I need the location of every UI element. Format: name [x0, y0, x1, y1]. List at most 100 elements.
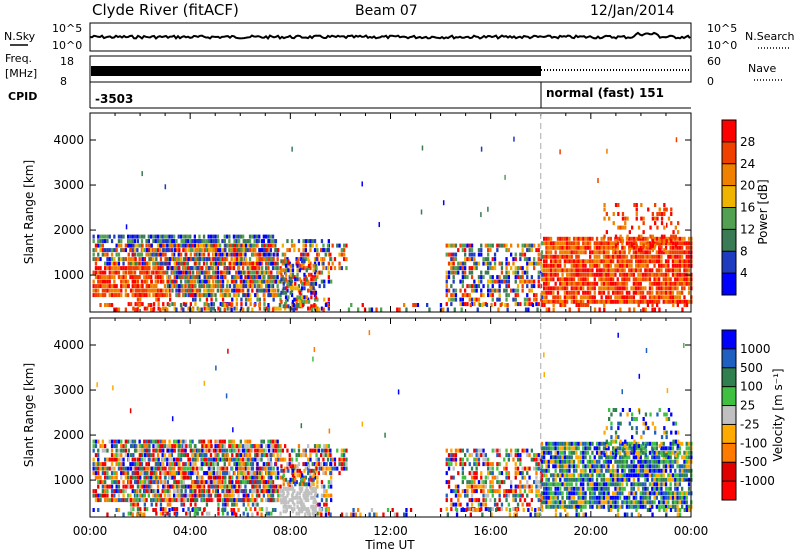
heatmap-cell [320, 466, 324, 471]
heatmap-cell [651, 303, 654, 307]
heatmap-cell [301, 504, 304, 509]
heatmap-cell [265, 462, 268, 467]
heatmap-cell [146, 306, 149, 311]
heatmap-cell [468, 453, 471, 458]
heatmap-cell [676, 295, 679, 300]
heatmap-cell [247, 279, 250, 284]
heatmap-cell [210, 266, 213, 271]
heatmap-cell [563, 290, 566, 295]
heatmap-cell [487, 248, 490, 253]
heatmap-cell [291, 146, 293, 152]
heatmap-cell [140, 453, 144, 458]
heatmap-cell [117, 252, 121, 257]
heatmap-cell [187, 284, 190, 289]
heatmap-cell [566, 241, 569, 246]
heatmap-cell [660, 212, 664, 216]
heatmap-cell [235, 462, 238, 467]
heatmap-cell [491, 466, 494, 471]
heatmap-cell [566, 281, 569, 286]
heatmap-cell [143, 448, 146, 453]
heatmap-cell [189, 266, 192, 271]
heatmap-cell [595, 263, 599, 268]
heatmap-cell [129, 439, 132, 444]
heatmap-cell [685, 277, 688, 282]
heatmap-cell [623, 250, 626, 255]
heatmap-cell [639, 254, 642, 259]
heatmap-cell [290, 279, 294, 284]
heatmap-cell [598, 259, 601, 264]
heatmap-cell [280, 468, 283, 473]
heatmap-cell [619, 239, 622, 244]
heatmap-cell [552, 290, 555, 295]
heatmap-cell [262, 462, 265, 467]
heatmap-cell [178, 284, 181, 289]
heatmap-cell [290, 448, 294, 453]
heatmap-cell [256, 261, 259, 266]
heatmap-cell [173, 457, 176, 462]
heatmap-cell [281, 475, 284, 480]
heatmap-cell [115, 462, 118, 467]
heatmap-cell [635, 254, 638, 259]
heatmap-cell [523, 257, 527, 262]
heatmap-cell [205, 257, 209, 262]
heatmap-cell [235, 302, 238, 307]
heatmap-cell [589, 290, 592, 295]
heatmap-cell [132, 257, 135, 262]
heatmap-cell [150, 475, 153, 480]
heatmap-cell [117, 239, 121, 244]
heatmap-cell [205, 284, 209, 289]
heatmap-cell [101, 484, 104, 489]
heatmap-cell [281, 243, 284, 248]
heatmap-cell [214, 439, 217, 444]
heatmap-cell [210, 498, 213, 503]
heatmap-cell [251, 243, 255, 248]
heatmap-cell [201, 475, 204, 480]
heatmap-cell [141, 493, 144, 498]
heatmap-cell [260, 480, 263, 485]
heatmap-cell [265, 453, 268, 458]
heatmap-cell [179, 439, 183, 444]
heatmap-cell [117, 466, 121, 471]
heatmap-cell [322, 266, 325, 271]
heatmap-cell [566, 277, 569, 282]
heatmap-cell [297, 297, 301, 302]
heatmap-cell [267, 288, 271, 293]
heatmap-cell [168, 457, 171, 462]
heatmap-cell [614, 236, 617, 241]
heatmap-cell [477, 284, 481, 289]
heatmap-cell [120, 284, 123, 289]
heatmap-cell [478, 303, 482, 307]
heatmap-cell [115, 498, 118, 503]
heatmap-cell [127, 293, 130, 298]
heatmap-cell [173, 270, 176, 275]
heatmap-cell [651, 299, 654, 304]
heatmap-cell [249, 297, 252, 302]
heatmap-cell [104, 284, 107, 289]
heatmap-cell [579, 236, 583, 241]
heatmap-cell [124, 279, 127, 284]
heatmap-cell [147, 288, 150, 293]
heatmap-cell [251, 484, 255, 489]
heatmap-cell [224, 293, 227, 298]
heatmap-cell [293, 489, 296, 494]
heatmap-cell [147, 270, 150, 275]
heatmap-cell [166, 302, 169, 307]
heatmap-cell [104, 266, 107, 271]
heatmap-cell [152, 498, 155, 503]
heatmap-cell [637, 250, 640, 255]
heatmap-cell [143, 279, 146, 284]
heatmap-cell [607, 245, 610, 250]
heatmap-cell [293, 480, 296, 485]
heatmap-cell [607, 286, 610, 291]
heatmap-cell [244, 293, 247, 298]
heatmap-cell [340, 466, 343, 471]
heatmap-cell [284, 299, 288, 304]
heatmap-cell [464, 252, 467, 257]
heatmap-cell [117, 453, 121, 458]
heatmap-cell [224, 471, 227, 476]
heatmap-cell [219, 275, 222, 280]
heatmap-cell [470, 266, 474, 271]
heatmap-cell [333, 266, 337, 271]
heatmap-cell [120, 462, 123, 467]
heatmap-cell [676, 241, 679, 246]
